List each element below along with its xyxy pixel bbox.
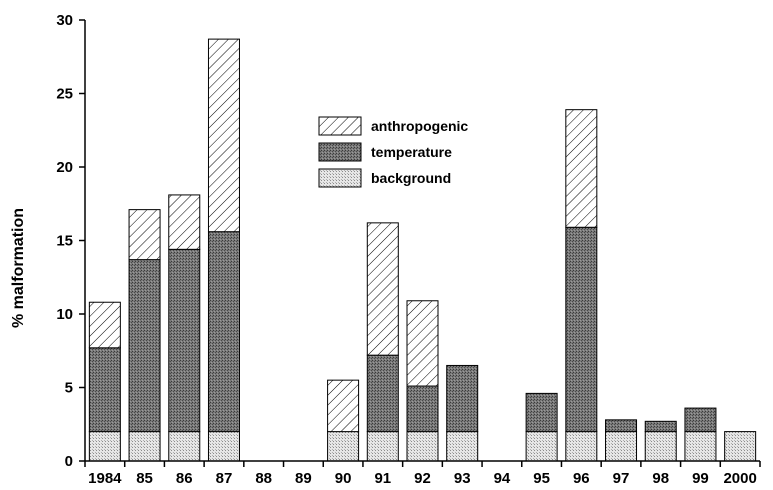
x-tick-label: 97 [613,470,630,487]
x-tick-label: 2000 [723,470,756,487]
bar-anthropogenic-86 [168,194,201,250]
legend-swatch-temperature [318,142,362,162]
bar-temperature-92 [406,385,439,433]
bar-temperature-85 [128,259,161,433]
bar-temperature-1984 [88,347,121,433]
bar-background-91 [366,431,399,462]
y-tick-label: 15 [56,233,73,250]
bar-background-1984 [88,431,121,462]
y-axis-title: % malformation [10,208,27,328]
bar-background-90 [327,431,360,462]
bar-background-86 [168,431,201,462]
y-tick-label: 0 [65,453,73,470]
x-ticks-group: 1984 85 86 87 88 89 90 91 92 93 94 95 96 97 98 99 2000 [84,461,761,487]
x-tick-label: 98 [652,470,669,487]
x-tick-label: 92 [414,470,431,487]
y-ticks-group: 0 5 10 15 20 25 30 [56,12,85,470]
bar-background-2000 [724,431,757,462]
bars-group [88,38,757,462]
bar-background-92 [406,431,439,462]
x-tick-label: 85 [136,470,153,487]
bar-anthropogenic-92 [406,300,439,387]
x-tick-label: 87 [216,470,233,487]
bar-temperature-86 [168,248,201,433]
x-tick-label: 89 [295,470,312,487]
legend-label-temperature: temperature [371,144,452,160]
bar-background-98 [644,431,677,462]
bar-temperature-97 [605,419,638,433]
y-tick-label: 30 [56,12,73,29]
bar-anthropogenic-85 [128,209,161,261]
bar-background-87 [207,431,240,462]
bar-temperature-93 [446,364,479,433]
bar-temperature-95 [525,392,558,433]
x-tick-label: 99 [692,470,709,487]
bar-anthropogenic-96 [565,109,598,228]
bar-temperature-98 [644,420,677,433]
bar-background-85 [128,431,161,462]
bar-background-95 [525,431,558,462]
bar-anthropogenic-90 [327,379,360,433]
x-tick-label: 96 [573,470,590,487]
y-tick-label: 20 [56,159,73,176]
x-tick-label: 86 [176,470,193,487]
bar-background-97 [605,431,638,462]
legend-label-anthropogenic: anthropogenic [371,118,468,134]
bar-background-99 [684,431,717,462]
bar-background-96 [565,431,598,462]
legend-swatch-anthropogenic [318,116,362,136]
x-tick-label: 88 [255,470,272,487]
x-tick-label: 90 [335,470,352,487]
bar-temperature-96 [565,226,598,433]
bar-temperature-91 [366,354,399,433]
bar-anthropogenic-87 [207,38,240,233]
x-tick-label: 95 [533,470,550,487]
y-tick-label: 25 [56,86,73,103]
y-tick-label: 10 [56,306,73,323]
bar-temperature-87 [207,231,240,433]
bar-anthropogenic-1984 [88,301,121,349]
bar-background-93 [446,431,479,462]
x-tick-label: 1984 [88,470,122,487]
bar-anthropogenic-91 [366,222,399,356]
x-tick-label: 94 [494,470,511,487]
x-tick-label: 93 [454,470,471,487]
legend: anthropogenic temperature background [316,114,479,188]
bar-temperature-99 [684,407,717,433]
legend-label-background: background [371,170,451,186]
legend-swatch-background [318,168,362,188]
x-tick-label: 91 [374,470,391,487]
y-tick-label: 5 [65,380,73,397]
